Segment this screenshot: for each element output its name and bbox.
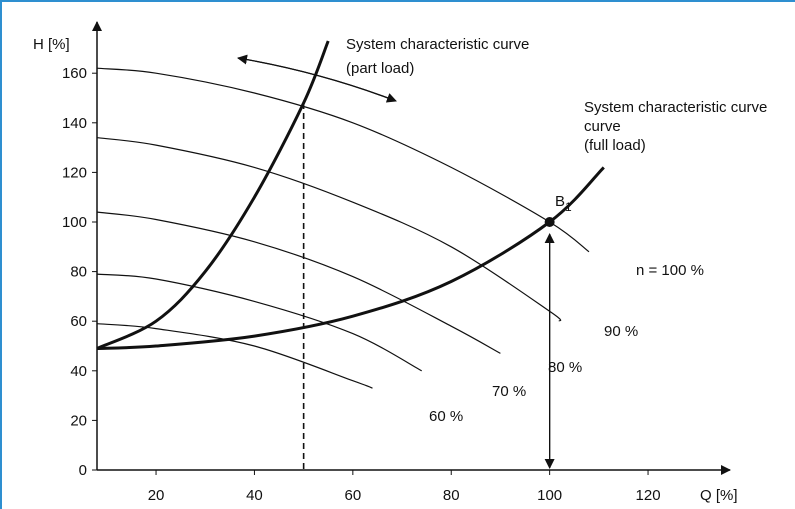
y-tick-label: 120 [62,164,87,181]
speed-curve-80 [96,211,501,354]
operating-point-b1 [544,217,555,227]
y-tick-label: 0 [79,462,87,479]
y-tick-label: 100 [62,214,87,231]
speed-curve-90 [96,137,562,322]
operating-point-label: B1 [555,193,572,214]
y-tick-label: 60 [70,313,87,330]
full-load-title-line1: System characteristic curve [584,99,767,116]
label-60: 60 % [429,408,463,425]
shift-arrow-left [237,54,397,102]
y-tick-label: 40 [70,363,87,380]
x-tick-label: 120 [636,487,661,504]
speed-curve-60 [96,323,373,389]
x-tick-label: 40 [246,487,263,504]
speed-curve-100 [96,67,590,253]
label-80: 80 % [548,359,582,376]
full-load-title-line2: curve [584,118,621,135]
x-axis-title: Q [%] [700,487,738,504]
x-tick-label: 80 [443,487,460,504]
part-load-title-line1: System characteristic curve [346,36,529,53]
speed-curve-70 [96,273,422,372]
system-curve-full-load [96,166,605,350]
tick-labels: 0 20 40 60 80 100 120 140 160 20 40 60 80 100 120 [62,65,661,504]
y-tick-label: 20 [70,412,87,429]
curves [96,40,605,389]
full-load-title-line3: (full load) [584,137,646,154]
y-tick-label: 80 [70,264,87,281]
label-70: 70 % [492,383,526,400]
markers [237,54,555,470]
y-tick-label: 160 [62,65,87,82]
x-tick-label: 20 [148,487,165,504]
x-tick-label: 100 [537,487,562,504]
part-load-title-line2: (part load) [346,60,414,77]
label-n-100: n = 100 % [636,262,704,279]
x-tick-label: 60 [344,487,361,504]
label-90: 90 % [604,323,638,340]
y-axis-title: H [%] [33,36,70,53]
system-curve-part-load [96,40,330,350]
axes [92,21,731,475]
y-tick-label: 140 [62,115,87,132]
